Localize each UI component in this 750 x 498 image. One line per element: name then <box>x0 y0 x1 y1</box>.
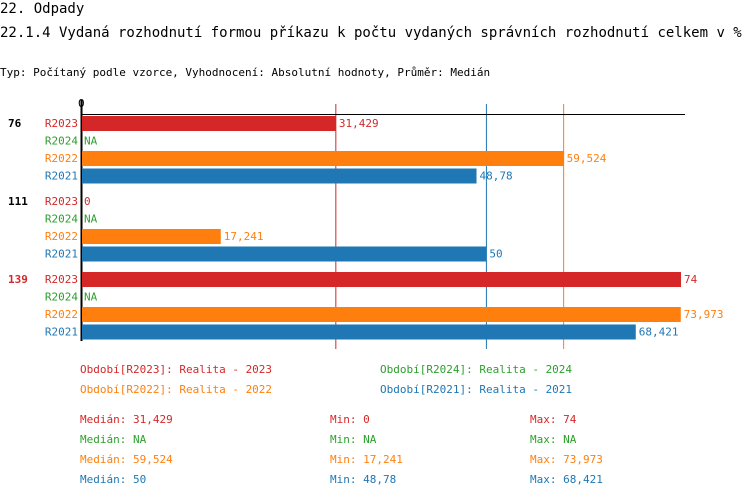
series-label: R2021 <box>45 326 78 339</box>
bar <box>82 229 221 244</box>
subtitle: Typ: Počítaný podle vzorce, Vyhodnocení:… <box>0 66 491 79</box>
stat-min: Min: 17,241 <box>330 453 403 466</box>
bar <box>82 168 477 184</box>
legend-item: Období[R2024]: Realita - 2024 <box>380 363 573 376</box>
series-label: R2021 <box>45 170 78 183</box>
stat-min: Min: 48,78 <box>330 473 397 486</box>
data-label: 74 <box>684 273 698 286</box>
bar <box>82 246 487 262</box>
stat-max: Max: 73,973 <box>530 453 603 466</box>
series-label: R2024 <box>45 291 78 304</box>
data-label: NA <box>84 291 98 304</box>
data-label: 59,524 <box>567 152 607 165</box>
stat-max: Max: 74 <box>530 413 577 426</box>
data-label: 0 <box>84 195 91 208</box>
data-label: NA <box>84 213 98 226</box>
data-label: 31,429 <box>339 117 379 130</box>
bar <box>82 324 636 340</box>
series-label: R2024 <box>45 135 78 148</box>
series-label: R2021 <box>45 248 78 261</box>
section-title: 22. Odpady <box>0 1 85 17</box>
data-label: 50 <box>489 248 502 261</box>
stat-median: Medián: NA <box>80 433 147 446</box>
data-label: 73,973 <box>684 308 724 321</box>
group-label: 139 <box>8 273 28 286</box>
series-label: R2022 <box>45 308 78 321</box>
legend-item: Období[R2023]: Realita - 2023 <box>80 363 273 376</box>
series-label: R2023 <box>45 117 78 130</box>
bar <box>82 307 681 322</box>
legend-item: Období[R2022]: Realita - 2022 <box>80 383 273 396</box>
series-label: R2024 <box>45 213 78 226</box>
series-label: R2022 <box>45 230 78 243</box>
stat-median: Medián: 59,524 <box>80 453 173 466</box>
series-label: R2022 <box>45 152 78 165</box>
data-label: 17,241 <box>224 230 264 243</box>
bar <box>82 272 681 287</box>
data-label: 68,421 <box>639 326 679 339</box>
stat-min: Min: NA <box>330 433 377 446</box>
stat-median: Medián: 50 <box>80 473 147 486</box>
legend-item: Období[R2021]: Realita - 2021 <box>380 383 573 396</box>
page-title: 22.1.4 Vydaná rozhodnutí formou příkazu … <box>0 25 742 41</box>
series-label: R2023 <box>45 195 78 208</box>
stat-median: Medián: 31,429 <box>80 413 173 426</box>
data-label: NA <box>84 135 98 148</box>
bar <box>82 116 336 131</box>
stat-max: Max: 68,421 <box>530 473 603 486</box>
group-label: 111 <box>8 195 28 208</box>
bar <box>82 151 564 166</box>
series-label: R2023 <box>45 273 78 286</box>
stat-max: Max: NA <box>530 433 577 446</box>
stat-min: Min: 0 <box>330 413 370 426</box>
data-label: 48,78 <box>480 170 513 183</box>
group-label: 76 <box>8 117 22 130</box>
